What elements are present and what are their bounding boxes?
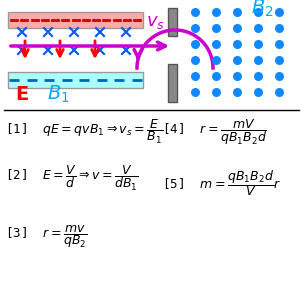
Text: [3]  $r = \dfrac{mv}{qB_2}$: [3] $r = \dfrac{mv}{qB_2}$	[5, 224, 88, 251]
Bar	[168, 8, 177, 36]
Text: $B_1$: $B_1$	[47, 83, 69, 105]
Bar	[168, 64, 177, 102]
Text: $B_2$: $B_2$	[251, 0, 273, 19]
Text: [2]  $E = \dfrac{V}{d} \Rightarrow v = \dfrac{V}{dB_1}$: [2] $E = \dfrac{V}{d} \Rightarrow v = \d…	[5, 164, 138, 192]
Text: E: E	[15, 85, 28, 104]
Bar	[8, 72, 143, 88]
Text: [4]  $r = \dfrac{mV}{qB_1B_2d}$: [4] $r = \dfrac{mV}{qB_1B_2d}$	[162, 117, 267, 147]
Text: [5]  $m = \dfrac{qB_1B_2d}{V}r$: [5] $m = \dfrac{qB_1B_2d}{V}r$	[162, 168, 281, 198]
Bar	[8, 12, 143, 28]
Text: [1]  $qE = qvB_1 \Rightarrow v_s = \dfrac{E}{B_1}$: [1] $qE = qvB_1 \Rightarrow v_s = \dfrac…	[5, 118, 163, 146]
Text: $v_s$: $v_s$	[145, 13, 165, 31]
